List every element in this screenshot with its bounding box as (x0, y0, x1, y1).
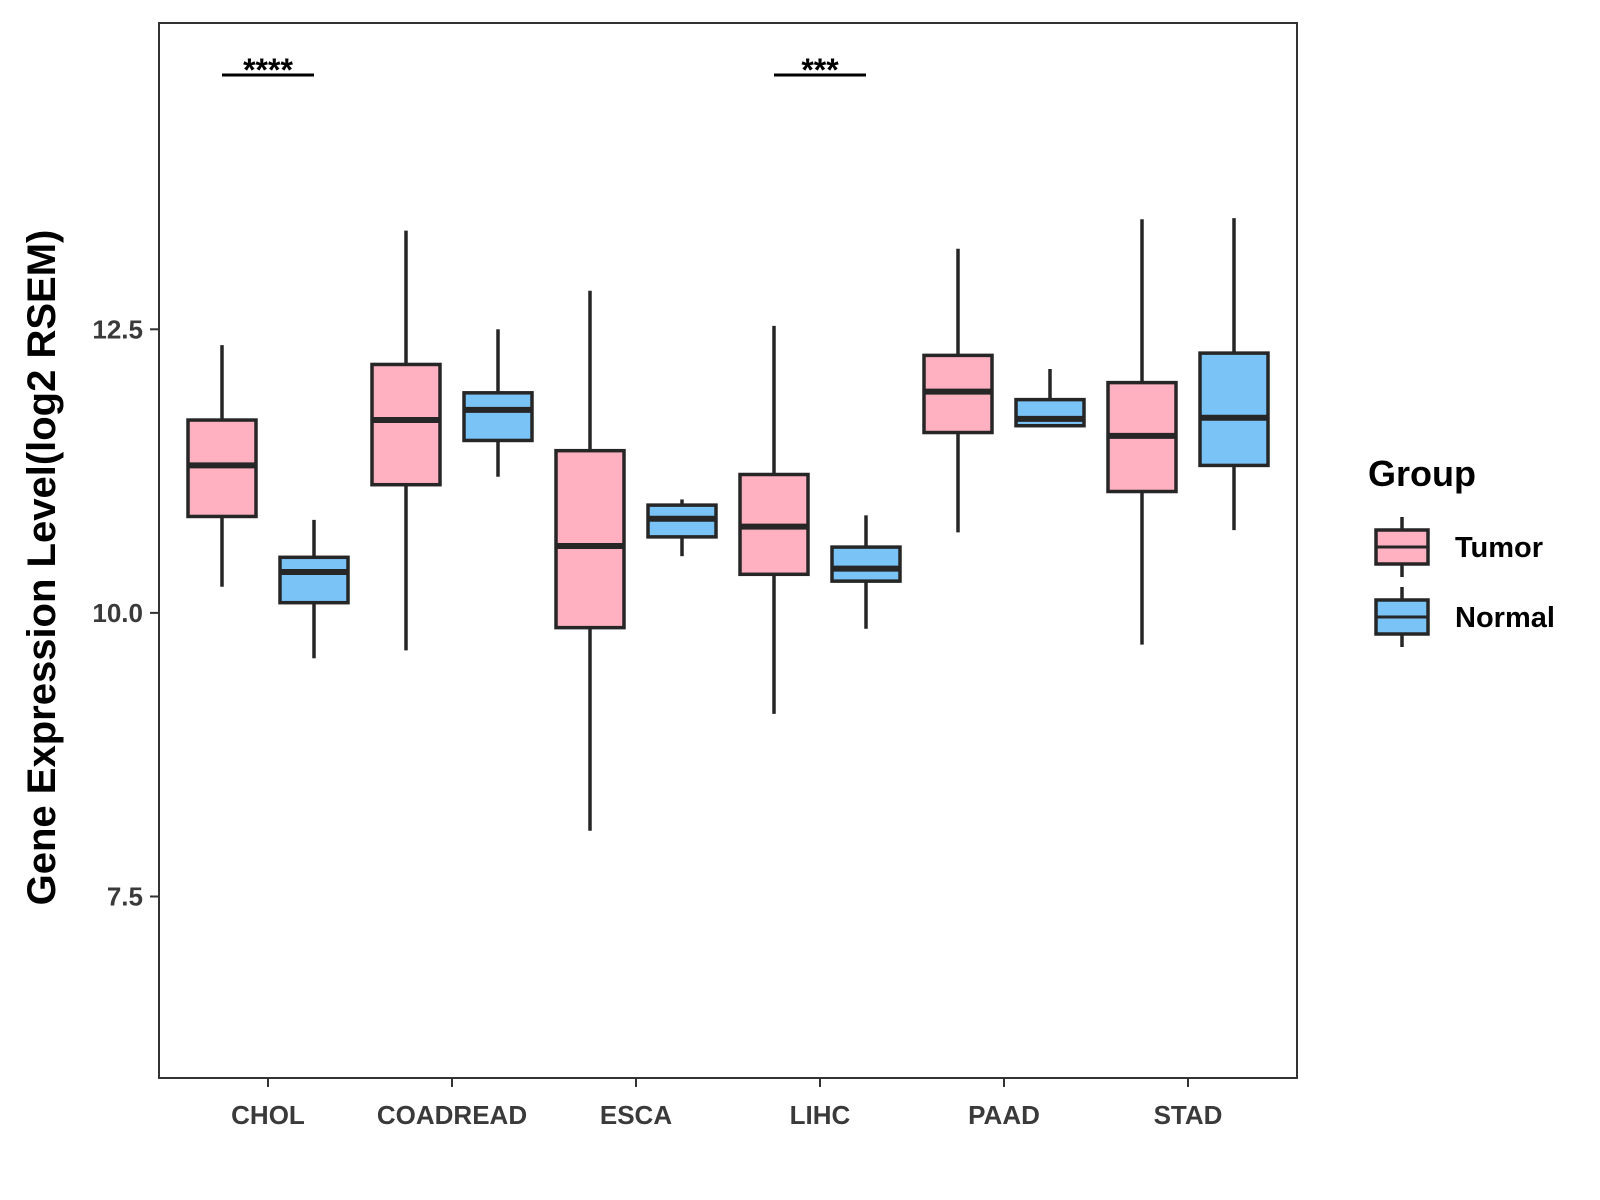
box-coadread-tumor (370, 230, 442, 651)
box-stad-normal (1198, 218, 1270, 531)
box-esca-tumor (554, 290, 626, 831)
significance-annotations: **** *** (222, 52, 866, 88)
plot-marks (186, 218, 1270, 831)
legend-label-tumor: Tumor (1455, 532, 1543, 564)
box-chol-normal (278, 519, 350, 659)
x-axis: CHOL COADREAD ESCA LIHC PAAD STAD (231, 1078, 1222, 1130)
legend-item-normal: Normal (1374, 587, 1555, 647)
box-paad-tumor (922, 248, 994, 533)
box-body (830, 545, 902, 583)
box-body (370, 362, 442, 487)
y-tick-label: 12.5 (92, 314, 143, 344)
box-paad-normal (1014, 368, 1086, 428)
y-axis-title: Gene Expression Level(log2 RSEM) (20, 230, 64, 906)
box-stad-tumor (1106, 219, 1178, 645)
box-esca-normal (646, 499, 718, 557)
plot-panel-border (158, 22, 1298, 1079)
box-body (554, 448, 626, 630)
significance-label-chol: **** (243, 52, 293, 88)
legend: Group Tumor Normal (1368, 453, 1555, 647)
y-tick-label: 7.5 (107, 881, 143, 911)
significance-label-lihc: *** (801, 52, 839, 88)
x-tick-label: ESCA (600, 1100, 672, 1130)
y-axis: 7.5 10.0 12.5 (92, 314, 159, 911)
x-tick-label: PAAD (968, 1100, 1040, 1130)
x-tick-label: LIHC (790, 1100, 851, 1130)
legend-label-normal: Normal (1455, 602, 1555, 634)
box-chol-tumor (186, 345, 258, 587)
y-tick-label: 10.0 (92, 598, 143, 628)
x-tick-label: CHOL (231, 1100, 305, 1130)
x-tick-label: STAD (1154, 1100, 1223, 1130)
box-body (278, 555, 350, 605)
legend-title: Group (1368, 453, 1476, 494)
box-lihc-tumor (738, 325, 810, 714)
legend-item-tumor: Tumor (1374, 517, 1543, 577)
box-body (462, 391, 534, 443)
box-lihc-normal (830, 515, 902, 629)
box-coadread-normal (462, 329, 534, 477)
box-body (1198, 351, 1270, 468)
x-tick-label: COADREAD (377, 1100, 527, 1130)
